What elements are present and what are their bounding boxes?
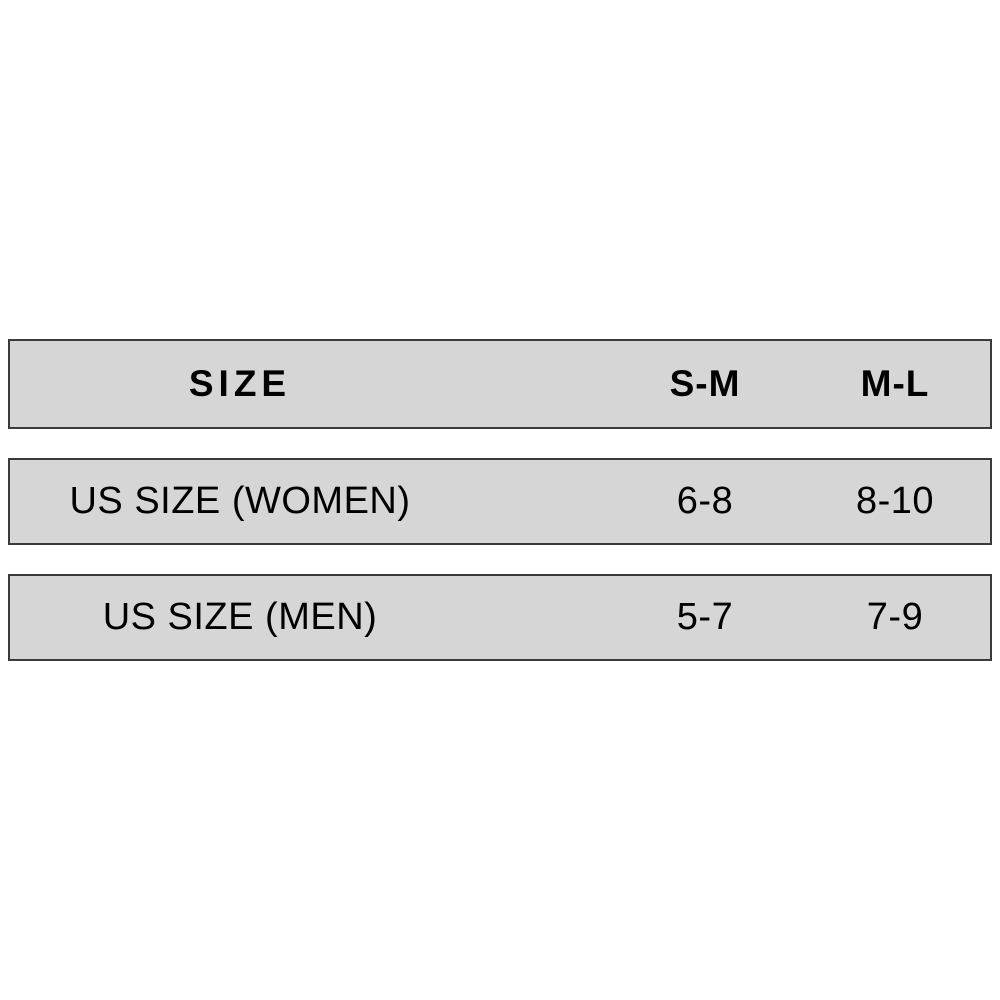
row-label-us-size-women: US SIZE (WOMEN)	[69, 480, 411, 522]
table-row: US SIZE (MEN) 5-7 7-9	[8, 574, 992, 661]
header-cell-s-m: S-M	[669, 363, 741, 404]
header-cell-m-l: M-L	[860, 363, 930, 404]
size-chart-table: SIZE S-M M-L US SIZE (WOMEN) 6-8 8-10 US…	[8, 339, 992, 661]
row-label-us-size-men: US SIZE (MEN)	[102, 596, 378, 638]
cell-men-s-m: 5-7	[676, 596, 734, 638]
table-row: US SIZE (WOMEN) 6-8 8-10	[8, 458, 992, 545]
table-header-row: SIZE S-M M-L	[8, 339, 992, 429]
cell-women-m-l: 8-10	[855, 480, 935, 522]
cell-men-m-l: 7-9	[866, 596, 924, 638]
header-cell-size: SIZE	[188, 363, 292, 404]
cell-women-s-m: 6-8	[676, 480, 734, 522]
